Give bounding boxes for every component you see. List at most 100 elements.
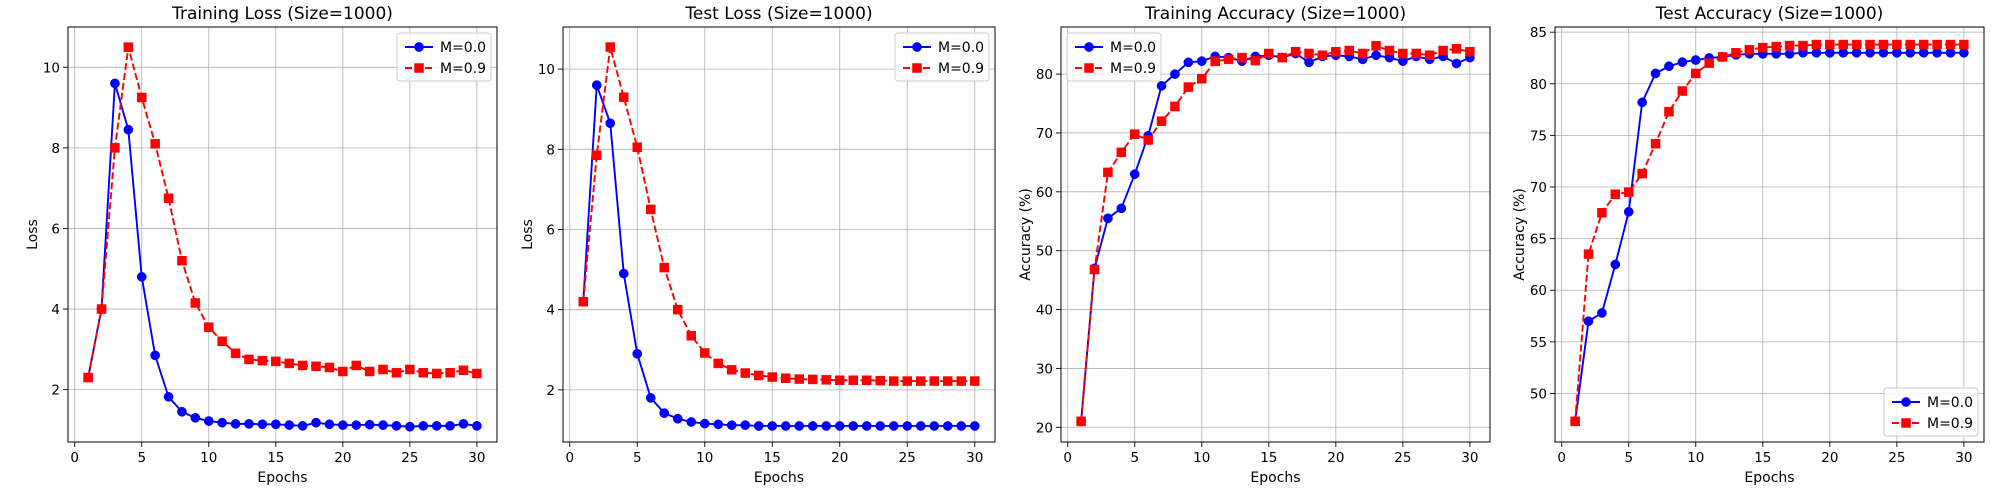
data-point xyxy=(713,419,724,430)
data-point xyxy=(619,92,629,102)
panel-2: 0 5 10 15 20 25 30 2 4 6 8 10 Test Loss (Size=1000) E… xyxy=(520,4,996,486)
data-point xyxy=(472,421,482,431)
data-point xyxy=(632,142,642,153)
data-point xyxy=(1878,47,1889,58)
data-point xyxy=(929,376,939,386)
panel-3: 0 5 10 15 20 25 30 20 30 40 50 60 70 80 Training Accur… xyxy=(1018,4,1491,486)
data-point xyxy=(418,367,429,378)
data-point xyxy=(458,365,469,376)
data-point xyxy=(1637,97,1647,108)
data-point xyxy=(257,419,268,430)
data-point xyxy=(861,421,872,431)
x-tick-label: 0 xyxy=(1557,450,1566,466)
data-point xyxy=(929,421,940,431)
x-tick-label: 5 xyxy=(1130,450,1139,466)
data-point xyxy=(177,406,187,417)
data-point xyxy=(821,421,832,431)
data-point xyxy=(1932,39,1942,50)
panel-1: 0 5 10 15 20 25 30 2 4 6 8 10 Training Loss (Size=10… xyxy=(25,4,498,486)
data-point xyxy=(754,370,764,381)
data-point xyxy=(1892,47,1902,58)
legend-label: M=0.0 xyxy=(1927,395,1973,411)
data-point xyxy=(1664,61,1674,72)
x-tick-label: 15 xyxy=(267,450,284,466)
data-point xyxy=(1143,135,1153,145)
data-point xyxy=(458,419,469,429)
data-point xyxy=(1411,48,1422,59)
data-point xyxy=(780,421,791,431)
axes-frame xyxy=(67,26,498,443)
data-point xyxy=(1344,45,1354,56)
data-point xyxy=(578,296,588,307)
data-point xyxy=(1959,39,1969,50)
data-point xyxy=(713,358,723,369)
legend-label: M=0.9 xyxy=(1927,416,1973,432)
data-point xyxy=(1784,40,1795,51)
data-point xyxy=(1424,50,1435,61)
data-point xyxy=(916,376,926,386)
y-tick-label: 50 xyxy=(1036,244,1053,260)
legend-swatch-marker xyxy=(912,42,922,52)
x-tick-label: 15 xyxy=(1754,450,1771,466)
chart-title: Training Accuracy (Size=1000) xyxy=(1144,4,1406,24)
data-point xyxy=(659,408,670,418)
data-point xyxy=(969,421,980,431)
data-point xyxy=(217,336,227,347)
data-point xyxy=(753,421,764,431)
data-point xyxy=(203,416,214,426)
data-point xyxy=(970,376,980,386)
data-point xyxy=(862,375,872,386)
data-point xyxy=(1371,41,1381,51)
y-tick-label: 70 xyxy=(1036,126,1053,142)
data-point xyxy=(1451,44,1462,54)
data-point xyxy=(110,78,120,89)
data-point xyxy=(1183,57,1194,68)
data-point xyxy=(902,421,913,431)
data-point xyxy=(1583,316,1594,327)
y-tick-label: 20 xyxy=(1036,420,1053,436)
data-point xyxy=(686,330,696,341)
legend-swatch-marker xyxy=(414,63,424,73)
data-point xyxy=(1196,56,1207,66)
data-point xyxy=(915,421,926,431)
x-tick-label: 30 xyxy=(966,450,983,466)
data-point xyxy=(1156,116,1167,126)
y-tick-label: 80 xyxy=(1036,67,1053,83)
data-point xyxy=(1597,208,1607,218)
data-point xyxy=(875,375,885,386)
data-point xyxy=(794,374,804,384)
data-point xyxy=(1664,106,1674,117)
series-line xyxy=(1574,51,1964,422)
x-tick-label: 25 xyxy=(401,450,418,466)
y-tick-label: 2 xyxy=(51,383,60,399)
data-point xyxy=(431,368,442,379)
data-point xyxy=(378,420,388,430)
data-point xyxy=(808,374,818,385)
legend: M=0.0 M=0.9 xyxy=(396,32,492,82)
x-tick-label: 0 xyxy=(1063,450,1072,466)
chart-title: Test Accuracy (Size=1000) xyxy=(1655,4,1884,24)
data-point xyxy=(1932,47,1942,58)
x-tick-label: 15 xyxy=(1260,450,1277,466)
x-tick-label: 10 xyxy=(1687,450,1704,466)
data-point xyxy=(338,366,348,377)
x-tick-label: 30 xyxy=(468,450,485,466)
y-tick-label: 50 xyxy=(1530,386,1547,402)
data-point xyxy=(311,417,321,428)
y-axis-label: Accuracy (%) xyxy=(1018,188,1034,281)
series-M=0.0 xyxy=(83,78,482,432)
data-point xyxy=(1811,39,1822,50)
data-point xyxy=(83,372,93,383)
legend: M=0.0 M=0.9 xyxy=(1066,32,1162,82)
x-tick-label: 30 xyxy=(1461,450,1478,466)
data-point xyxy=(1623,187,1634,197)
data-point xyxy=(364,419,375,430)
data-point xyxy=(1690,55,1701,65)
data-point xyxy=(686,417,697,427)
data-point xyxy=(1183,82,1194,92)
axes-frame xyxy=(1060,26,1491,443)
data-point xyxy=(190,412,201,423)
data-point xyxy=(726,420,737,431)
x-axis-label: Epochs xyxy=(1250,470,1300,486)
data-point xyxy=(96,304,107,314)
